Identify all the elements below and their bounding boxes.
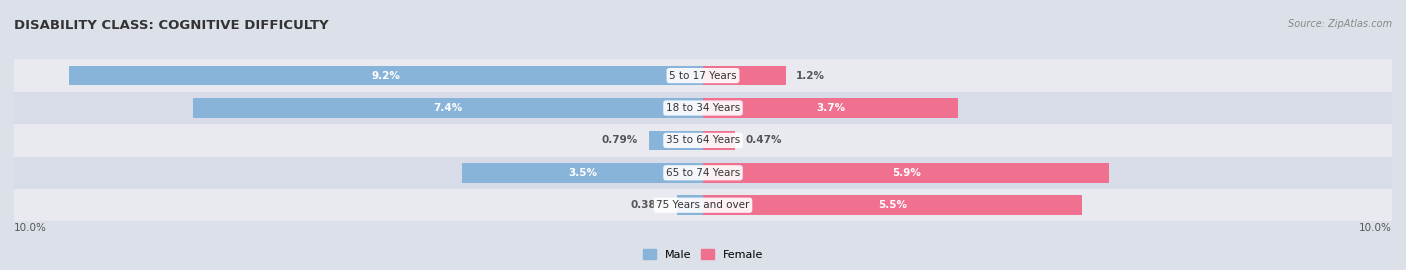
Text: 3.5%: 3.5% — [568, 168, 598, 178]
Bar — [703, 131, 735, 150]
Text: 10.0%: 10.0% — [14, 223, 46, 233]
Bar — [703, 98, 957, 118]
Text: 0.47%: 0.47% — [745, 135, 782, 146]
Bar — [193, 98, 703, 118]
Text: 5.9%: 5.9% — [891, 168, 921, 178]
Bar — [648, 131, 703, 150]
Bar — [14, 124, 1392, 157]
Text: 18 to 34 Years: 18 to 34 Years — [666, 103, 740, 113]
Text: 10.0%: 10.0% — [1360, 223, 1392, 233]
Text: 3.7%: 3.7% — [815, 103, 845, 113]
Bar — [461, 163, 703, 183]
Text: 1.2%: 1.2% — [796, 70, 825, 81]
Text: 0.38%: 0.38% — [630, 200, 666, 210]
Text: 7.4%: 7.4% — [433, 103, 463, 113]
Text: DISABILITY CLASS: COGNITIVE DIFFICULTY: DISABILITY CLASS: COGNITIVE DIFFICULTY — [14, 19, 329, 32]
Text: 9.2%: 9.2% — [371, 70, 401, 81]
Legend: Male, Female: Male, Female — [638, 245, 768, 264]
Bar — [676, 195, 703, 215]
Bar — [703, 163, 1109, 183]
Text: 75 Years and over: 75 Years and over — [657, 200, 749, 210]
Bar — [14, 59, 1392, 92]
Bar — [69, 66, 703, 85]
Bar — [703, 66, 786, 85]
Text: 0.79%: 0.79% — [602, 135, 638, 146]
Text: 5 to 17 Years: 5 to 17 Years — [669, 70, 737, 81]
Bar — [703, 195, 1083, 215]
Bar — [14, 157, 1392, 189]
Bar — [14, 189, 1392, 221]
Text: 35 to 64 Years: 35 to 64 Years — [666, 135, 740, 146]
Text: 65 to 74 Years: 65 to 74 Years — [666, 168, 740, 178]
Bar — [14, 92, 1392, 124]
Text: Source: ZipAtlas.com: Source: ZipAtlas.com — [1288, 19, 1392, 29]
Text: 5.5%: 5.5% — [877, 200, 907, 210]
